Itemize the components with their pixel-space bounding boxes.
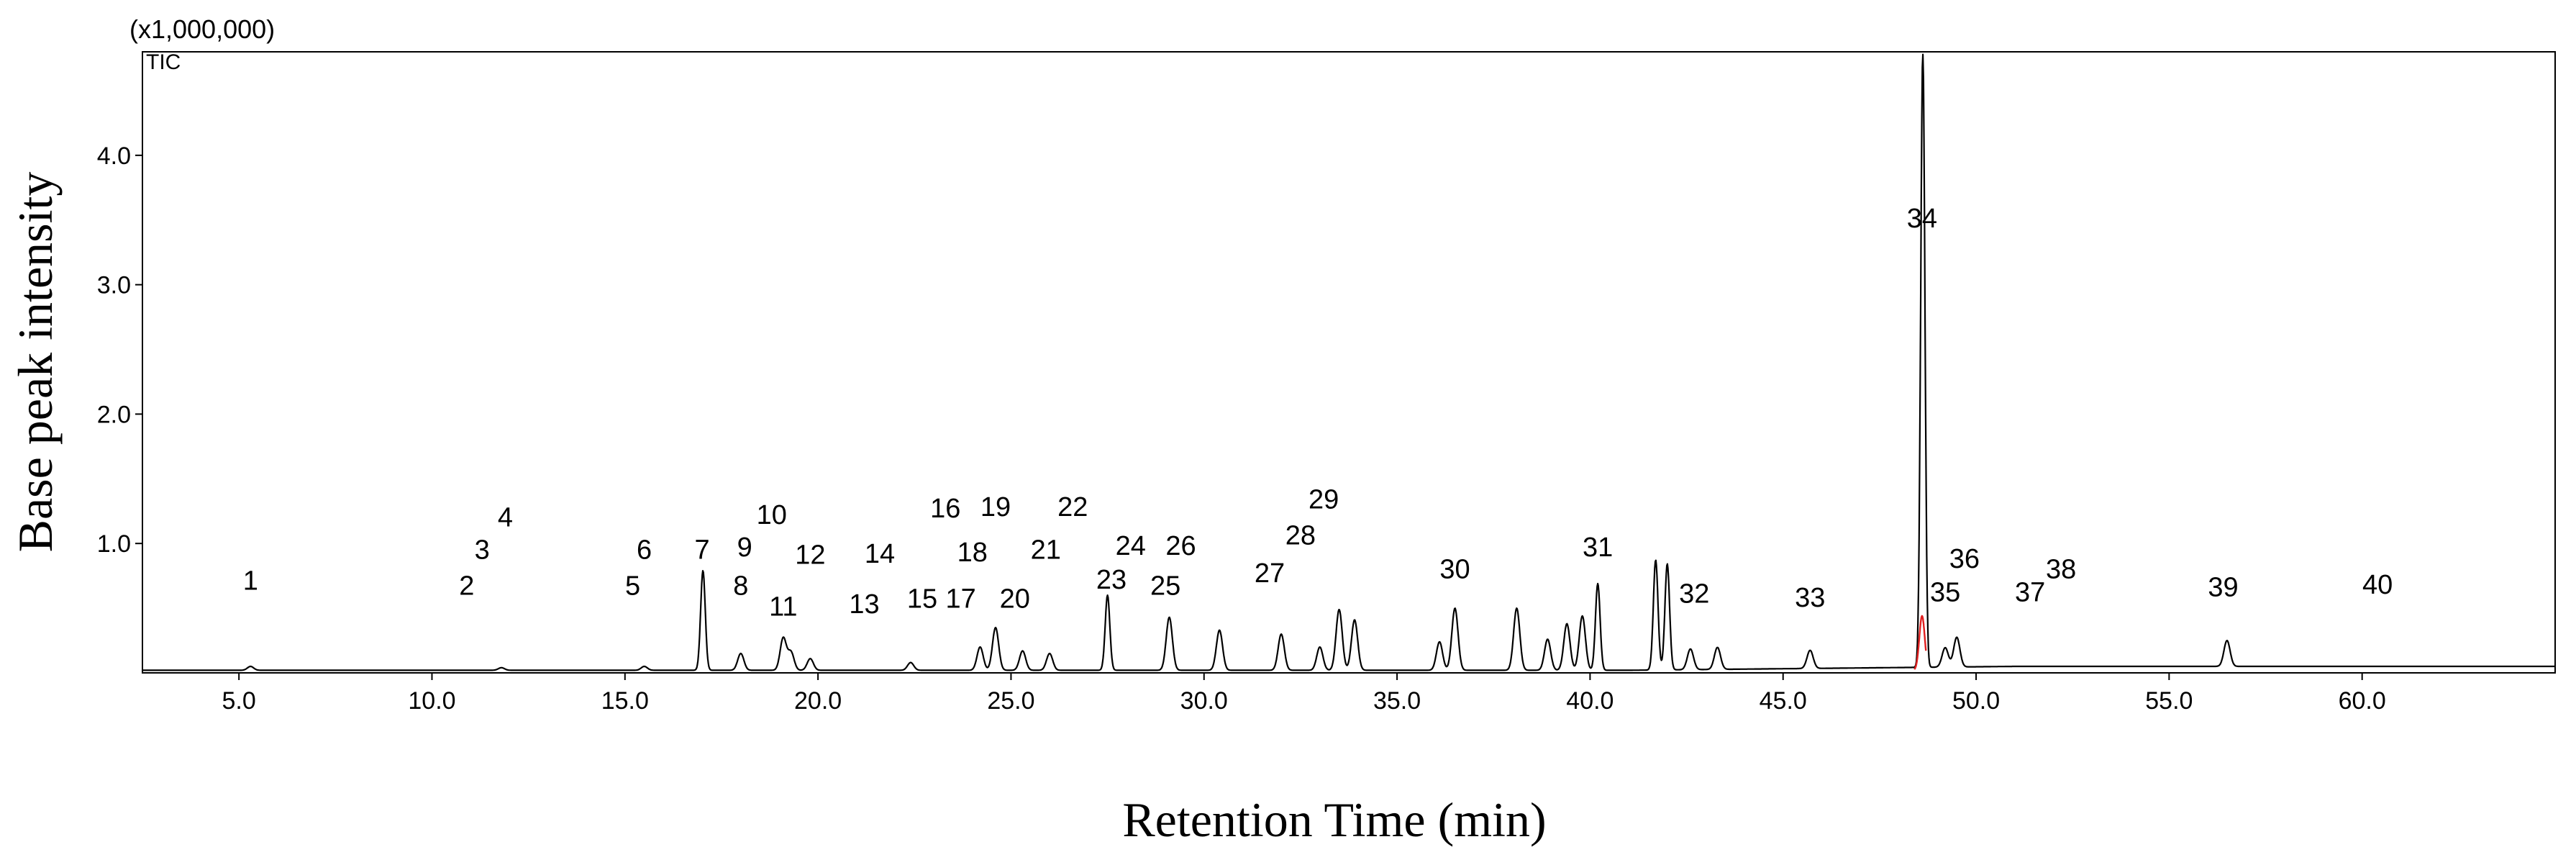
- trace-label: TIC: [146, 50, 181, 74]
- peak-label: 8: [733, 571, 748, 602]
- peak-label: 12: [795, 540, 825, 571]
- peak-label: 3: [475, 535, 490, 565]
- x-tick-label: 45.0: [1760, 687, 1807, 715]
- x-tick-label: 25.0: [987, 687, 1034, 715]
- tic-trace: [142, 53, 2556, 671]
- x-tick-label: 50.0: [1952, 687, 2000, 715]
- x-axis-label: Retention Time (min): [1122, 792, 1546, 847]
- peak-label: 35: [1930, 578, 1960, 608]
- peak-label: 29: [1309, 484, 1339, 515]
- peak-label: 15: [907, 584, 937, 615]
- peak-label: 33: [1795, 583, 1825, 613]
- peak-label: 10: [757, 500, 787, 530]
- peak-label: 6: [637, 535, 652, 565]
- highlight-trace: [1913, 615, 1927, 670]
- peak-label: 17: [946, 584, 976, 615]
- peak-label: 16: [930, 494, 960, 524]
- x-tick-label: 20.0: [794, 687, 842, 715]
- peak-label: 36: [1949, 544, 1980, 574]
- peak-label: 5: [625, 571, 640, 602]
- peak-label: 30: [1439, 554, 1470, 584]
- x-tick-label: 60.0: [2339, 687, 2386, 715]
- peak-label: 2: [459, 571, 474, 602]
- peak-label: 31: [1583, 533, 1613, 563]
- x-tick-label: 55.0: [2145, 687, 2193, 715]
- peak-label: 19: [980, 492, 1011, 522]
- x-tick-label: 10.0: [408, 687, 455, 715]
- y-tick-label: 3.0: [97, 272, 131, 299]
- peak-label: 7: [695, 535, 710, 565]
- y-multiplier-label: (x1,000,000): [129, 14, 275, 44]
- y-tick-label: 4.0: [97, 142, 131, 170]
- peak-label: 22: [1057, 492, 1088, 522]
- y-axis-ticks: 1.0 2.0 3.0 4.0: [97, 142, 142, 558]
- peak-label: 26: [1165, 531, 1196, 561]
- x-tick-label: 15.0: [601, 687, 649, 715]
- y-tick-label: 2.0: [97, 401, 131, 428]
- plot-frame: [142, 51, 2556, 674]
- peak-label: 25: [1150, 571, 1180, 602]
- peak-label: 28: [1285, 521, 1316, 551]
- peak-label: 21: [1031, 535, 1061, 565]
- x-tick-label: 40.0: [1566, 687, 1614, 715]
- peak-label: 39: [2208, 573, 2238, 603]
- peak-label: 20: [1000, 584, 1030, 615]
- x-tick-label: 35.0: [1373, 687, 1421, 715]
- peak-label: 9: [737, 533, 752, 563]
- peak-label: 18: [957, 538, 988, 568]
- x-tick-label: 30.0: [1180, 687, 1228, 715]
- peak-label: 24: [1116, 531, 1146, 561]
- peak-label: 38: [2046, 554, 2076, 584]
- y-tick-label: 1.0: [97, 530, 131, 558]
- peak-label: 14: [865, 539, 895, 569]
- peak-label: 23: [1096, 565, 1127, 595]
- y-axis-label: Base peak intensity: [8, 172, 63, 553]
- peak-label: 40: [2362, 570, 2393, 600]
- peak-label: 13: [849, 589, 879, 620]
- peak-label: 11: [769, 592, 797, 622]
- peak-label: 4: [498, 502, 513, 533]
- peak-label: 37: [2015, 578, 2045, 608]
- x-tick-label: 5.0: [222, 687, 256, 715]
- axes: 5.0 10.0 15.0 20.0 25.0 30.0 35.0 40.0 45.0 50.0 5…: [97, 51, 2556, 715]
- peak-label: 32: [1679, 579, 1709, 610]
- x-axis-ticks: 5.0 10.0 15.0 20.0 25.0 30.0 35.0 40.0 45.0 50.0 5…: [222, 673, 2386, 715]
- peak-label: 34: [1907, 204, 1937, 234]
- peak-label: 27: [1255, 558, 1285, 589]
- peak-label: 1: [243, 566, 258, 597]
- tic-line: [142, 53, 2556, 671]
